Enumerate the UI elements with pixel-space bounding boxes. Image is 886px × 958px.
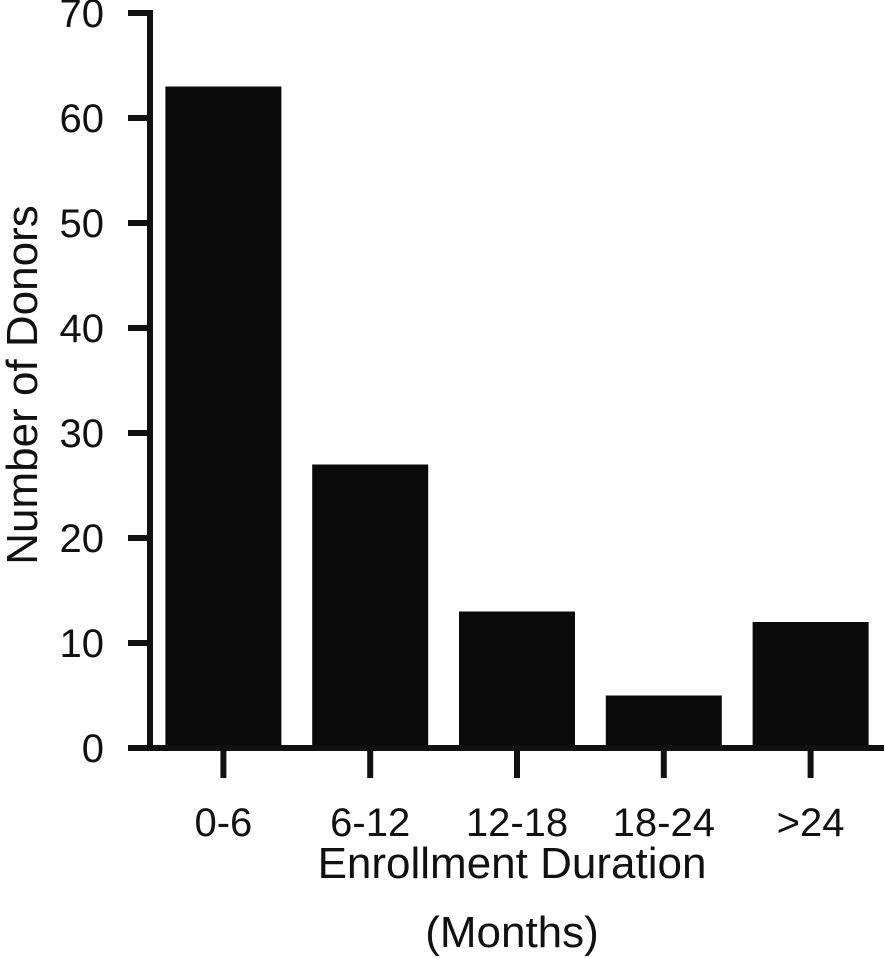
y-tick-label: 70 bbox=[60, 0, 105, 36]
y-tick-label: 10 bbox=[60, 622, 105, 666]
y-tick-label: 30 bbox=[60, 412, 105, 456]
y-tick-label: 40 bbox=[60, 307, 105, 351]
bar-12-18 bbox=[459, 611, 575, 748]
y-tick-label: 20 bbox=[60, 517, 105, 561]
bar->24 bbox=[752, 622, 869, 748]
y-ticks-group: 0 10 20 30 40 50 60 70 bbox=[60, 0, 150, 771]
x-tick-label: 0-6 bbox=[194, 801, 252, 845]
x-tick-label: 18-24 bbox=[613, 801, 715, 845]
x-axis-title-line1: Enrollment Duration bbox=[318, 839, 707, 888]
x-tick-label: 6-12 bbox=[330, 801, 410, 845]
x-tick-label: >24 bbox=[777, 801, 845, 845]
bars-group bbox=[165, 86, 869, 748]
x-axis-title-line2: (Months) bbox=[425, 908, 599, 957]
bar-0-6 bbox=[165, 86, 282, 748]
y-tick-label: 0 bbox=[82, 727, 104, 771]
y-tick-label: 50 bbox=[60, 202, 105, 246]
bar-6-12 bbox=[312, 464, 429, 748]
x-tick-label: 12-18 bbox=[466, 801, 568, 845]
y-axis-title: Number of Donors bbox=[0, 205, 47, 564]
bar-18-24 bbox=[605, 695, 722, 748]
x-ticks-group: 0-6 6-12 12-18 18-24 >24 bbox=[194, 748, 845, 845]
y-tick-label: 60 bbox=[60, 97, 105, 141]
